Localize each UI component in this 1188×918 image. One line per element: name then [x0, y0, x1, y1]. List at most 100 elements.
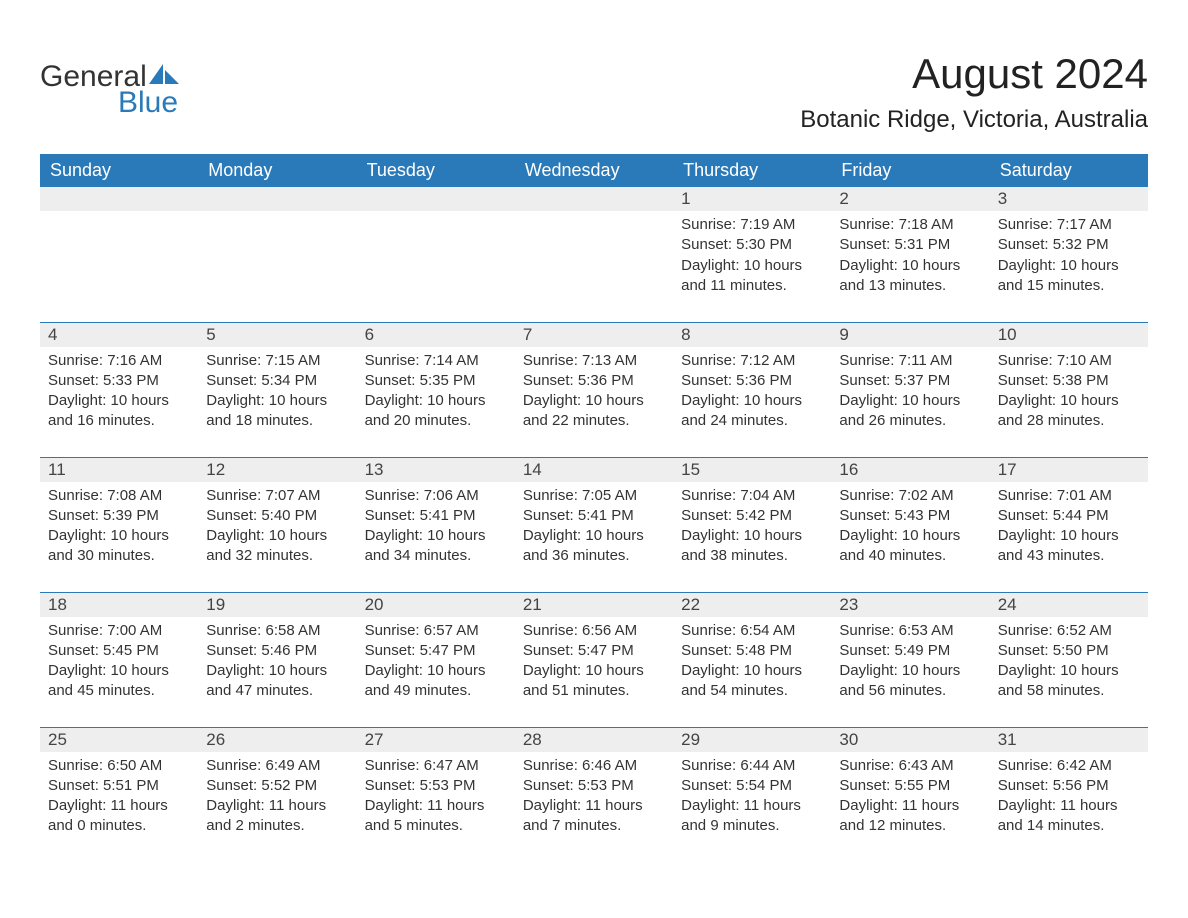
sunset-line: Sunset: 5:34 PM — [206, 371, 348, 391]
daylight-line: Daylight: 11 hours and 5 minutes. — [365, 796, 507, 837]
day-number: 13 — [357, 458, 515, 482]
daylight-line: Daylight: 10 hours and 24 minutes. — [681, 391, 823, 432]
daylight-line: Daylight: 10 hours and 28 minutes. — [998, 391, 1140, 432]
daylight-line: Daylight: 11 hours and 0 minutes. — [48, 796, 190, 837]
daylight-line: Daylight: 11 hours and 7 minutes. — [523, 796, 665, 837]
day-number: 12 — [198, 458, 356, 482]
day-number: 7 — [515, 323, 673, 347]
day-body: Sunrise: 6:43 AMSunset: 5:55 PMDaylight:… — [831, 752, 989, 845]
calendar-cell: 15Sunrise: 7:04 AMSunset: 5:42 PMDayligh… — [673, 457, 831, 592]
sunrise-line: Sunrise: 6:58 AM — [206, 621, 348, 641]
day-number: 30 — [831, 728, 989, 752]
weekday-header: Saturday — [990, 154, 1148, 187]
title-block: August 2024 Botanic Ridge, Victoria, Aus… — [800, 50, 1148, 134]
day-number: 2 — [831, 187, 989, 211]
day-number: 24 — [990, 593, 1148, 617]
calendar-cell: 3Sunrise: 7:17 AMSunset: 5:32 PMDaylight… — [990, 187, 1148, 322]
calendar-cell: 13Sunrise: 7:06 AMSunset: 5:41 PMDayligh… — [357, 457, 515, 592]
day-body: Sunrise: 6:57 AMSunset: 5:47 PMDaylight:… — [357, 617, 515, 710]
calendar-cell: 27Sunrise: 6:47 AMSunset: 5:53 PMDayligh… — [357, 727, 515, 862]
daylight-line: Daylight: 11 hours and 12 minutes. — [839, 796, 981, 837]
sunset-line: Sunset: 5:50 PM — [998, 641, 1140, 661]
sunset-line: Sunset: 5:43 PM — [839, 506, 981, 526]
sunset-line: Sunset: 5:42 PM — [681, 506, 823, 526]
sunset-line: Sunset: 5:47 PM — [365, 641, 507, 661]
day-body: Sunrise: 7:05 AMSunset: 5:41 PMDaylight:… — [515, 482, 673, 575]
sunset-line: Sunset: 5:36 PM — [681, 371, 823, 391]
calendar-cell: 30Sunrise: 6:43 AMSunset: 5:55 PMDayligh… — [831, 727, 989, 862]
day-body: Sunrise: 6:52 AMSunset: 5:50 PMDaylight:… — [990, 617, 1148, 710]
day-body: Sunrise: 7:08 AMSunset: 5:39 PMDaylight:… — [40, 482, 198, 575]
sunset-line: Sunset: 5:55 PM — [839, 776, 981, 796]
daylight-line: Daylight: 10 hours and 18 minutes. — [206, 391, 348, 432]
sunrise-line: Sunrise: 7:17 AM — [998, 215, 1140, 235]
day-body: Sunrise: 7:00 AMSunset: 5:45 PMDaylight:… — [40, 617, 198, 710]
sunrise-line: Sunrise: 7:06 AM — [365, 486, 507, 506]
calendar-cell: 25Sunrise: 6:50 AMSunset: 5:51 PMDayligh… — [40, 727, 198, 862]
sunset-line: Sunset: 5:40 PM — [206, 506, 348, 526]
day-body: Sunrise: 7:19 AMSunset: 5:30 PMDaylight:… — [673, 211, 831, 304]
daylight-line: Daylight: 10 hours and 22 minutes. — [523, 391, 665, 432]
day-number: 27 — [357, 728, 515, 752]
logo-text-blue: Blue — [118, 86, 178, 120]
calendar-cell: 31Sunrise: 6:42 AMSunset: 5:56 PMDayligh… — [990, 727, 1148, 862]
daylight-line: Daylight: 10 hours and 11 minutes. — [681, 256, 823, 297]
sunrise-line: Sunrise: 6:47 AM — [365, 756, 507, 776]
weekday-header: Monday — [198, 154, 356, 187]
calendar-cell: 20Sunrise: 6:57 AMSunset: 5:47 PMDayligh… — [357, 592, 515, 727]
calendar-cell — [515, 187, 673, 322]
daylight-line: Daylight: 10 hours and 49 minutes. — [365, 661, 507, 702]
calendar-row: 11Sunrise: 7:08 AMSunset: 5:39 PMDayligh… — [40, 457, 1148, 592]
day-body: Sunrise: 6:53 AMSunset: 5:49 PMDaylight:… — [831, 617, 989, 710]
weekday-header: Wednesday — [515, 154, 673, 187]
daylight-line: Daylight: 10 hours and 54 minutes. — [681, 661, 823, 702]
day-body: Sunrise: 6:56 AMSunset: 5:47 PMDaylight:… — [515, 617, 673, 710]
daylight-line: Daylight: 11 hours and 14 minutes. — [998, 796, 1140, 837]
day-body: Sunrise: 7:01 AMSunset: 5:44 PMDaylight:… — [990, 482, 1148, 575]
day-number: 29 — [673, 728, 831, 752]
calendar-cell: 1Sunrise: 7:19 AMSunset: 5:30 PMDaylight… — [673, 187, 831, 322]
day-body: Sunrise: 7:02 AMSunset: 5:43 PMDaylight:… — [831, 482, 989, 575]
day-body: Sunrise: 7:06 AMSunset: 5:41 PMDaylight:… — [357, 482, 515, 575]
sunrise-line: Sunrise: 7:07 AM — [206, 486, 348, 506]
day-body: Sunrise: 7:15 AMSunset: 5:34 PMDaylight:… — [198, 347, 356, 440]
day-number: 4 — [40, 323, 198, 347]
sunset-line: Sunset: 5:32 PM — [998, 235, 1140, 255]
calendar-row: 18Sunrise: 7:00 AMSunset: 5:45 PMDayligh… — [40, 592, 1148, 727]
calendar-cell — [357, 187, 515, 322]
sunset-line: Sunset: 5:48 PM — [681, 641, 823, 661]
day-body: Sunrise: 7:17 AMSunset: 5:32 PMDaylight:… — [990, 211, 1148, 304]
sunrise-line: Sunrise: 7:04 AM — [681, 486, 823, 506]
logo: General Blue — [40, 60, 183, 120]
day-number: 19 — [198, 593, 356, 617]
calendar-cell: 14Sunrise: 7:05 AMSunset: 5:41 PMDayligh… — [515, 457, 673, 592]
daylight-line: Daylight: 10 hours and 20 minutes. — [365, 391, 507, 432]
calendar-cell: 24Sunrise: 6:52 AMSunset: 5:50 PMDayligh… — [990, 592, 1148, 727]
day-number: 16 — [831, 458, 989, 482]
calendar-cell: 22Sunrise: 6:54 AMSunset: 5:48 PMDayligh… — [673, 592, 831, 727]
day-number: 15 — [673, 458, 831, 482]
daylight-line: Daylight: 10 hours and 40 minutes. — [839, 526, 981, 567]
location-subtitle: Botanic Ridge, Victoria, Australia — [800, 106, 1148, 134]
sunrise-line: Sunrise: 7:18 AM — [839, 215, 981, 235]
daylight-line: Daylight: 10 hours and 30 minutes. — [48, 526, 190, 567]
day-number: 11 — [40, 458, 198, 482]
sunrise-line: Sunrise: 6:52 AM — [998, 621, 1140, 641]
day-number: 18 — [40, 593, 198, 617]
daylight-line: Daylight: 10 hours and 15 minutes. — [998, 256, 1140, 297]
daylight-line: Daylight: 10 hours and 26 minutes. — [839, 391, 981, 432]
calendar-body: 1Sunrise: 7:19 AMSunset: 5:30 PMDaylight… — [40, 187, 1148, 862]
day-body: Sunrise: 7:13 AMSunset: 5:36 PMDaylight:… — [515, 347, 673, 440]
day-body: Sunrise: 7:12 AMSunset: 5:36 PMDaylight:… — [673, 347, 831, 440]
sunrise-line: Sunrise: 7:00 AM — [48, 621, 190, 641]
calendar-cell: 18Sunrise: 7:00 AMSunset: 5:45 PMDayligh… — [40, 592, 198, 727]
day-body: Sunrise: 7:07 AMSunset: 5:40 PMDaylight:… — [198, 482, 356, 575]
sunrise-line: Sunrise: 7:05 AM — [523, 486, 665, 506]
sunset-line: Sunset: 5:46 PM — [206, 641, 348, 661]
day-number: 1 — [673, 187, 831, 211]
calendar-cell: 28Sunrise: 6:46 AMSunset: 5:53 PMDayligh… — [515, 727, 673, 862]
day-number: 14 — [515, 458, 673, 482]
sunrise-line: Sunrise: 7:02 AM — [839, 486, 981, 506]
sunset-line: Sunset: 5:44 PM — [998, 506, 1140, 526]
calendar-cell: 11Sunrise: 7:08 AMSunset: 5:39 PMDayligh… — [40, 457, 198, 592]
